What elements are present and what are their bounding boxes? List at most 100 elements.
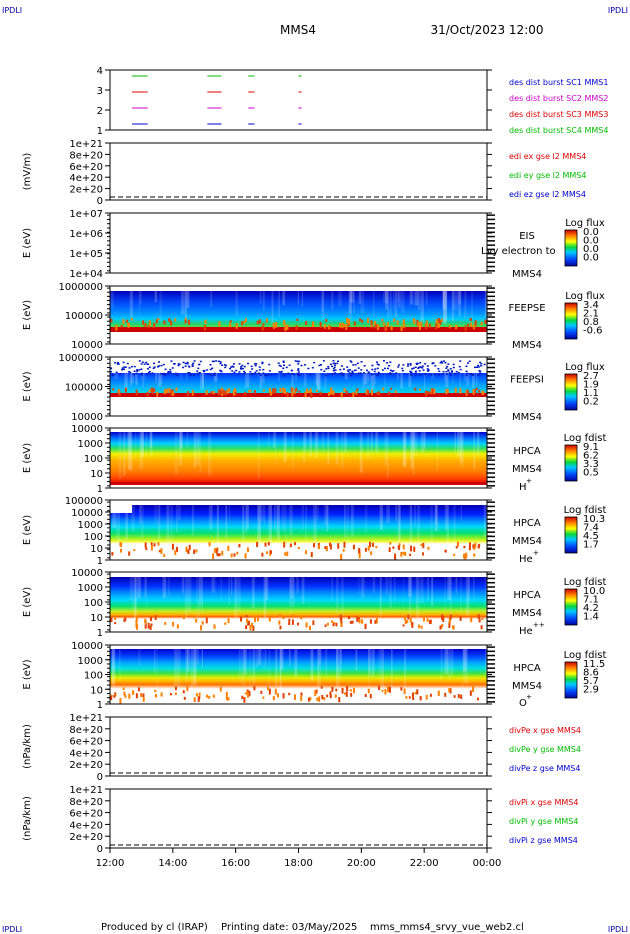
spectrogram-speck xyxy=(398,543,401,547)
spectrogram-speck xyxy=(288,692,291,696)
spectrogram-speck xyxy=(141,361,144,363)
spectrogram-streak xyxy=(263,649,265,672)
spectrogram-speck xyxy=(477,544,480,549)
spectrogram-speck xyxy=(453,372,456,375)
spectrogram-streak xyxy=(364,373,367,380)
spectrogram-speck xyxy=(164,621,167,625)
spectrogram-speck xyxy=(329,363,332,366)
spectrogram-speck xyxy=(272,696,275,701)
spectrogram-speck xyxy=(211,367,214,370)
spectrogram-speck xyxy=(137,687,140,692)
spectrogram-speck xyxy=(222,389,225,396)
spectrogram-streak xyxy=(408,577,412,597)
spectrogram-streak xyxy=(175,505,178,533)
spectrogram-speck xyxy=(123,691,126,696)
spectrogram-speck xyxy=(480,363,483,365)
spectrogram-streak xyxy=(116,505,120,551)
spectrogram-speck xyxy=(261,361,264,364)
spectrogram-streak xyxy=(265,577,269,601)
spectrogram-streak xyxy=(374,373,377,385)
spectrogram-speck xyxy=(228,388,231,393)
spectrogram-speck xyxy=(247,362,250,365)
spectrogram-streak xyxy=(129,291,134,318)
spectrogram-streak xyxy=(257,373,259,380)
spectrogram-speck xyxy=(219,362,222,365)
spectrogram-speck xyxy=(278,364,281,367)
spectrogram-streak xyxy=(430,505,434,551)
spectrogram-streak xyxy=(111,649,115,684)
spectrogram-speck xyxy=(361,319,364,323)
spectrogram-streak xyxy=(336,649,339,678)
spectrogram-streak xyxy=(340,577,345,616)
spectrogram-speck xyxy=(188,319,191,325)
spectrogram-streak xyxy=(379,505,384,530)
spectrogram-speck xyxy=(429,619,432,624)
spectrogram-speck xyxy=(348,369,351,371)
spectrogram-streak xyxy=(289,505,293,536)
spectrogram-streak xyxy=(339,649,342,681)
spectrogram-speck xyxy=(256,320,259,325)
spectrogram-speck xyxy=(400,551,403,557)
spectrogram-speck xyxy=(219,361,222,363)
spectrogram-speck xyxy=(388,364,391,367)
spectrogram-streak xyxy=(144,577,147,598)
spectrogram-speck xyxy=(440,318,443,322)
spectrogram-speck xyxy=(259,374,262,376)
spectrogram-speck xyxy=(160,692,163,697)
spectrogram-speck xyxy=(272,323,275,329)
spectrogram-streak xyxy=(140,432,145,457)
spectrogram-speck xyxy=(448,372,451,374)
spectrogram-speck xyxy=(426,391,429,395)
spectrogram-speck xyxy=(424,390,427,397)
spectrogram-speck xyxy=(144,542,147,548)
spectrogram-speck xyxy=(334,369,337,371)
spectrogram-streak xyxy=(446,505,449,547)
spectrogram-speck xyxy=(422,369,425,371)
spectrogram-speck xyxy=(369,693,372,699)
spectrogram-speck xyxy=(401,369,404,372)
spectrogram-speck xyxy=(269,391,272,396)
spectrogram-streak xyxy=(242,505,245,541)
spectrogram-speck xyxy=(206,369,209,371)
legend-entry: edi ez gse l2 MMS4 xyxy=(509,190,586,199)
spectrogram-speck xyxy=(325,546,328,552)
spectrogram-streak xyxy=(414,505,416,527)
spectrogram-speck xyxy=(153,366,156,368)
spectrogram-speck xyxy=(274,388,277,394)
spectrogram-streak xyxy=(371,649,375,678)
spectrogram-speck xyxy=(382,387,385,391)
spectrogram-speck xyxy=(182,614,185,620)
spectrogram-speck xyxy=(318,364,321,367)
spectrogram-speck xyxy=(431,388,434,394)
spectrogram-speck xyxy=(276,693,279,698)
spectrogram-streak xyxy=(143,373,146,380)
colorbar-title: Log flux xyxy=(565,218,605,229)
spectrogram-speck xyxy=(164,368,167,371)
spectrogram-speck xyxy=(250,373,253,376)
spectrogram-streak xyxy=(387,291,390,319)
spectrogram-streak xyxy=(377,649,381,678)
spectrogram-streak xyxy=(263,505,266,525)
spectrogram-speck xyxy=(317,544,320,550)
y-tick-label: 0 xyxy=(97,844,103,855)
spectrogram-speck xyxy=(135,389,138,396)
spectrogram-speck xyxy=(426,368,429,370)
spectrogram-speck xyxy=(327,365,330,368)
spectrogram-speck xyxy=(412,367,415,369)
spectrogram-speck xyxy=(475,387,478,390)
y-tick-label: 2e+20 xyxy=(69,832,103,843)
y-tick-label: 2 xyxy=(97,106,103,117)
spectrogram-speck xyxy=(167,371,170,373)
spectrogram-streak xyxy=(201,577,203,615)
spectrogram-streak xyxy=(280,649,284,670)
spectrogram-streak xyxy=(366,432,370,460)
corner-label-top-left: IPDLI xyxy=(2,6,22,15)
y-tick-label: 6e+20 xyxy=(69,737,103,748)
spectrogram-streak xyxy=(317,373,322,390)
spectrogram-speck xyxy=(253,686,256,691)
spectrogram-streak xyxy=(316,505,320,521)
spectrogram-speck xyxy=(213,372,216,375)
spectrogram-streak xyxy=(154,505,158,525)
spectrogram-speck xyxy=(311,366,314,369)
spectrogram-speck xyxy=(254,362,257,365)
